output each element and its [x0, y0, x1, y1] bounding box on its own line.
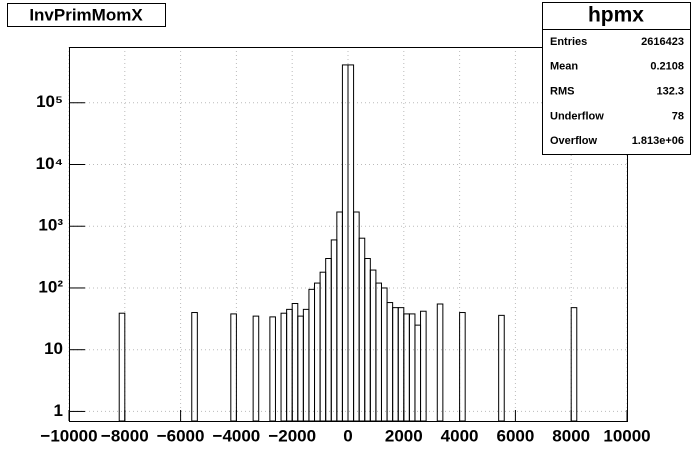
x-tick-label: −6000: [157, 426, 205, 445]
frame: [69, 47, 628, 422]
y-tick-label: 10: [44, 339, 63, 358]
x-tick-label: 6000: [496, 426, 534, 445]
stats-label: RMS: [550, 86, 574, 98]
chart-title: InvPrimMomX: [29, 5, 143, 24]
y-tick-label: 10²: [38, 277, 63, 296]
x-tick-label: 4000: [441, 426, 479, 445]
x-tick-label: 0: [343, 426, 352, 445]
y-tick-label: 10⁴: [36, 154, 63, 173]
x-tick-label: −10000: [40, 426, 97, 445]
y-tick-label: 10⁵: [36, 92, 63, 111]
y-tick-label: 10³: [38, 216, 63, 235]
stats-value: 1.813e+06: [632, 135, 684, 147]
x-tick-label: 2000: [385, 426, 423, 445]
stats-label: Mean: [550, 61, 578, 73]
stats-value: 78: [672, 110, 684, 122]
title-box: [7, 3, 166, 27]
x-tick-label: 8000: [552, 426, 590, 445]
x-tick-label: −8000: [101, 426, 149, 445]
y-tick-label: 1: [54, 401, 63, 420]
stats-title: hpmx: [588, 4, 644, 27]
x-tick-label: 10000: [603, 426, 650, 445]
stats-value: 2616423: [641, 36, 684, 48]
stats-value: 132.3: [656, 86, 684, 98]
x-tick-label: −2000: [268, 426, 316, 445]
x-tick-label: −4000: [213, 426, 261, 445]
stats-label: Entries: [550, 36, 587, 48]
stats-label: Overflow: [550, 135, 598, 147]
stats-box: [542, 2, 691, 155]
stats-value: 0.2108: [650, 61, 684, 73]
stats-label: Underflow: [550, 110, 604, 122]
